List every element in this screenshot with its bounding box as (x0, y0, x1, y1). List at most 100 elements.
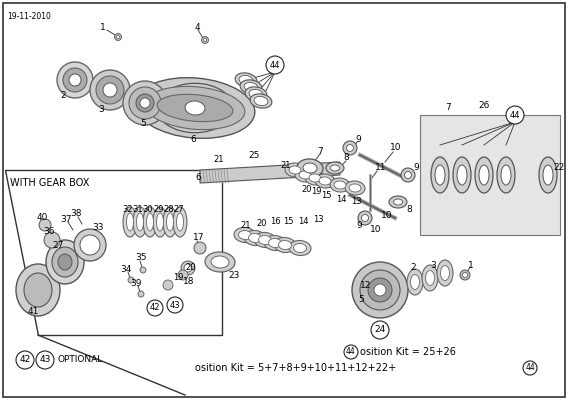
Ellipse shape (457, 165, 467, 185)
Circle shape (115, 34, 122, 40)
Text: 23: 23 (228, 270, 239, 280)
Text: 32: 32 (122, 206, 132, 214)
Ellipse shape (543, 165, 553, 185)
Text: 20: 20 (256, 220, 266, 228)
Text: 28: 28 (163, 206, 174, 214)
Text: 10: 10 (381, 210, 392, 220)
Circle shape (44, 232, 60, 248)
Circle shape (96, 76, 124, 104)
Ellipse shape (285, 163, 305, 177)
Circle shape (163, 280, 173, 290)
Ellipse shape (205, 252, 235, 272)
Circle shape (371, 321, 389, 339)
Circle shape (401, 168, 415, 182)
Ellipse shape (394, 199, 403, 205)
Ellipse shape (153, 207, 167, 237)
Ellipse shape (143, 207, 157, 237)
Text: 38: 38 (70, 208, 81, 218)
Ellipse shape (435, 165, 445, 185)
Text: 41: 41 (28, 308, 39, 316)
Text: 37: 37 (60, 216, 72, 224)
Circle shape (140, 98, 150, 108)
Ellipse shape (269, 238, 282, 248)
Text: OPTIONAL: OPTIONAL (58, 356, 103, 364)
Text: 16: 16 (270, 218, 281, 226)
Ellipse shape (135, 78, 255, 138)
Text: 17: 17 (193, 234, 204, 242)
Circle shape (74, 229, 106, 261)
Text: WITH GEAR BOX: WITH GEAR BOX (10, 178, 89, 188)
Circle shape (368, 278, 392, 302)
Ellipse shape (136, 213, 144, 231)
Ellipse shape (274, 238, 296, 252)
Ellipse shape (52, 247, 78, 277)
Ellipse shape (166, 213, 173, 231)
Circle shape (266, 56, 284, 74)
Text: 39: 39 (130, 278, 141, 288)
Ellipse shape (326, 162, 344, 174)
Ellipse shape (278, 240, 291, 250)
Ellipse shape (123, 207, 137, 237)
Ellipse shape (244, 82, 258, 92)
Text: 44: 44 (525, 364, 535, 372)
Text: 20: 20 (185, 264, 195, 272)
Text: 19: 19 (311, 188, 321, 196)
Ellipse shape (349, 184, 361, 192)
Text: 8: 8 (343, 154, 349, 162)
Circle shape (181, 261, 195, 275)
Circle shape (69, 74, 81, 86)
Text: 9: 9 (356, 220, 362, 230)
Text: 26: 26 (478, 100, 490, 110)
Ellipse shape (479, 165, 489, 185)
Circle shape (194, 242, 206, 254)
Text: 13: 13 (313, 216, 324, 224)
Text: 13: 13 (351, 198, 362, 206)
Text: 19-11-2010: 19-11-2010 (7, 12, 51, 21)
Ellipse shape (539, 157, 557, 193)
Circle shape (103, 83, 117, 97)
Text: 15: 15 (321, 190, 332, 200)
Text: 14: 14 (336, 194, 346, 204)
Ellipse shape (299, 171, 311, 179)
Ellipse shape (235, 73, 257, 87)
Ellipse shape (157, 83, 233, 133)
Ellipse shape (157, 213, 164, 231)
Ellipse shape (411, 274, 420, 290)
Ellipse shape (133, 207, 147, 237)
Ellipse shape (211, 256, 229, 268)
Text: 10: 10 (390, 144, 402, 152)
Ellipse shape (145, 86, 245, 130)
Circle shape (39, 219, 51, 231)
Ellipse shape (254, 232, 276, 248)
Text: 43: 43 (39, 356, 51, 364)
Text: 44: 44 (270, 60, 280, 70)
Text: 4: 4 (195, 24, 201, 32)
Text: 7: 7 (445, 104, 451, 112)
Text: 21: 21 (280, 160, 290, 170)
Text: 6: 6 (195, 174, 201, 182)
Ellipse shape (185, 101, 205, 115)
Circle shape (63, 68, 87, 92)
Ellipse shape (239, 76, 253, 84)
Circle shape (184, 264, 192, 272)
Text: 5: 5 (140, 118, 146, 128)
Circle shape (361, 214, 369, 222)
Text: 29: 29 (153, 206, 164, 214)
Ellipse shape (319, 177, 331, 185)
Ellipse shape (437, 260, 453, 286)
Ellipse shape (245, 87, 267, 101)
Text: 33: 33 (92, 224, 103, 232)
Ellipse shape (497, 157, 515, 193)
Ellipse shape (234, 228, 256, 242)
Circle shape (203, 38, 207, 42)
Circle shape (16, 351, 34, 369)
Ellipse shape (163, 207, 177, 237)
Text: 15: 15 (283, 218, 294, 226)
Text: 42: 42 (150, 304, 160, 312)
Circle shape (36, 351, 54, 369)
Text: 43: 43 (170, 300, 180, 310)
Text: 19: 19 (173, 274, 183, 282)
Circle shape (462, 272, 467, 278)
Polygon shape (200, 162, 340, 183)
Circle shape (129, 87, 161, 119)
